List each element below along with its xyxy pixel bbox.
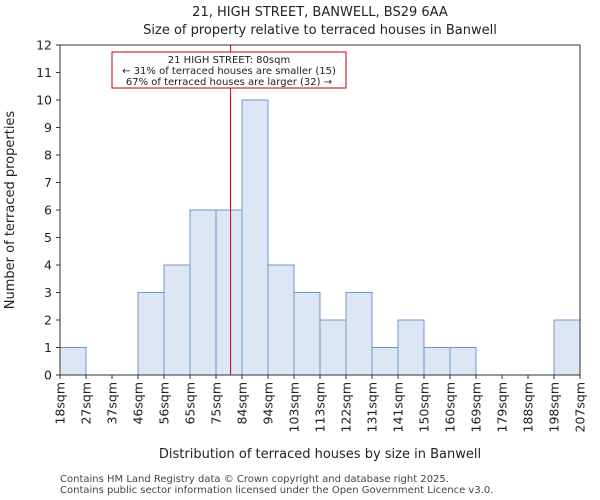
annotation-line-1: 21 HIGH STREET: 80sqm [168, 55, 290, 66]
x-tick-label: 131sqm [365, 382, 380, 432]
annotation-frame [111, 51, 347, 89]
y-axis-label: Number of terraced properties [3, 111, 18, 310]
bar-84sqm [241, 99, 269, 376]
bars-group [59, 99, 581, 376]
bar-103sqm [293, 292, 321, 376]
x-tick-label: 37sqm [105, 382, 120, 425]
x-axis-label: Distribution of terraced houses by size … [159, 447, 481, 462]
x-tick-label: 113sqm [313, 382, 328, 432]
y-tick-label: 1 [44, 340, 52, 355]
bar-65sqm [189, 209, 217, 376]
y-tick-label: 4 [44, 258, 52, 273]
annotation-box: 21 HIGH STREET: 80sqm ← 31% of terraced … [111, 51, 347, 89]
annotation-line-3: 67% of terraced houses are larger (32) → [126, 77, 332, 88]
x-tick-label: 65sqm [183, 382, 198, 425]
bar-113sqm [319, 319, 347, 376]
x-tick-label: 103sqm [287, 382, 302, 432]
x-tick-label: 94sqm [261, 382, 276, 425]
x-tick-label: 179sqm [495, 382, 510, 432]
x-tick-label: 141sqm [391, 382, 406, 432]
y-tick-label: 3 [44, 285, 52, 300]
y-tick-label: 2 [44, 313, 52, 328]
y-tick-label: 12 [36, 38, 52, 53]
bar-141sqm [397, 319, 425, 376]
bar-198sqm [553, 319, 581, 376]
y-tick-label: 11 [36, 65, 52, 80]
annotation-line-2: ← 31% of terraced houses are smaller (15… [122, 66, 336, 77]
y-tick-label: 5 [44, 230, 52, 245]
bar-160sqm [449, 347, 477, 376]
bar-56sqm [163, 264, 191, 376]
bar-122sqm [345, 292, 373, 376]
x-tick-label: 18sqm [53, 382, 68, 425]
x-tick-label: 160sqm [443, 382, 458, 432]
x-tick-label: 169sqm [469, 382, 484, 432]
x-tick-label: 27sqm [79, 382, 94, 425]
bar-150sqm [423, 347, 451, 376]
bar-18sqm [59, 347, 87, 376]
chart-title: 21, HIGH STREET, BANWELL, BS29 6AA [192, 5, 448, 20]
x-tick-label: 188sqm [521, 382, 536, 432]
footer-line-2: Contains public sector information licen… [60, 485, 494, 496]
x-tick-label: 198sqm [547, 382, 562, 432]
x-tick-label: 75sqm [209, 382, 224, 425]
y-tick-label: 7 [44, 175, 52, 190]
y-tick-label: 0 [44, 368, 52, 383]
plot-frame [59, 44, 581, 376]
footer-line-1: Contains HM Land Registry data © Crown c… [60, 474, 449, 485]
bar-75sqm [215, 209, 243, 376]
chart-subtitle: Size of property relative to terraced ho… [143, 23, 497, 38]
x-tick-label: 122sqm [339, 382, 354, 432]
bar-131sqm [371, 347, 399, 376]
y-tick-label: 10 [36, 93, 52, 108]
y-tick-label: 8 [44, 148, 52, 163]
x-tick-label: 207sqm [573, 382, 588, 432]
x-tick-label: 84sqm [235, 382, 250, 425]
x-tick-label: 46sqm [131, 382, 146, 425]
x-ticks-group: 18sqm 27sqm 37sqm 46sqm 56sqm 65sqm 75sqm 84sqm… [53, 375, 588, 432]
y-tick-label: 6 [44, 203, 52, 218]
x-tick-label: 150sqm [417, 382, 432, 432]
bar-46sqm [137, 292, 165, 376]
x-tick-label: 56sqm [157, 382, 172, 425]
y-tick-label: 9 [44, 120, 52, 135]
bar-94sqm [267, 264, 295, 376]
